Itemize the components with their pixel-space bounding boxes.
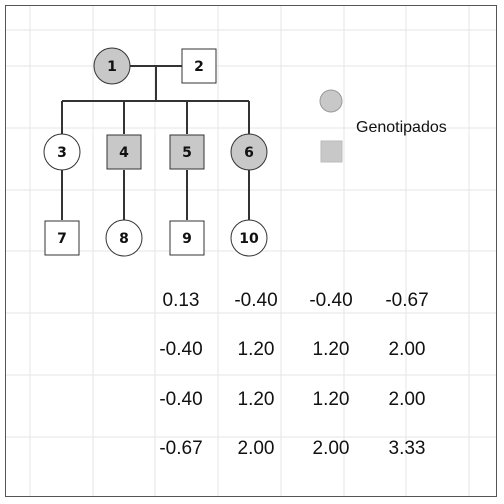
- individual-5-label: 5: [182, 145, 192, 161]
- individual-3: 3: [43, 133, 81, 171]
- matrix-cell-r2-c4: 2.00: [388, 339, 426, 360]
- legend-circle-symbol: [319, 89, 343, 113]
- individual-1-label: 1: [107, 59, 117, 75]
- individual-3-circle: [43, 133, 81, 171]
- matrix-cell-r3-c1: -0.40: [159, 389, 203, 410]
- matrix-cell-r1-c1: 0.13: [162, 290, 200, 311]
- matrix-cell-r3-c3: 1.20: [312, 389, 350, 410]
- legend: [319, 89, 343, 163]
- matrix-cell-r1-c3: -0.40: [309, 290, 353, 311]
- individual-6: 6: [230, 133, 268, 171]
- individual-7-square: [44, 220, 80, 256]
- individual-10: 10: [230, 219, 268, 257]
- legend-label: Genotipados: [356, 119, 447, 136]
- individual-7: 7: [44, 220, 80, 256]
- individual-1-circle: [93, 47, 131, 85]
- individual-6-label: 6: [244, 145, 254, 161]
- figure-frame: [5, 5, 497, 497]
- matrix-cell-r1-c4: -0.67: [385, 290, 429, 311]
- individual-2-label: 2: [194, 59, 204, 75]
- individual-9-square: [169, 220, 205, 256]
- matrix-cell-r2-c2: 1.20: [237, 339, 275, 360]
- matrix-cell-r2-c1: -0.40: [159, 339, 203, 360]
- individual-7-label: 7: [57, 231, 67, 247]
- individual-10-circle: [230, 219, 268, 257]
- individual-9-label: 9: [182, 231, 192, 247]
- matrix-cell-r1-c2: -0.40: [234, 290, 278, 311]
- individual-3-label: 3: [57, 145, 67, 161]
- individual-9: 9: [169, 220, 205, 256]
- individual-2: 2: [181, 48, 217, 84]
- individual-8-circle: [105, 219, 143, 257]
- individual-4-square: [106, 134, 142, 170]
- matrix-cell-r4-c3: 2.00: [312, 438, 350, 459]
- pedigree-nodes: 1 2 3 4 5 6 7 8 9 10: [43, 47, 268, 257]
- matrix-cell-r4-c2: 2.00: [237, 438, 275, 459]
- matrix-cell-r2-c3: 1.20: [312, 339, 350, 360]
- individual-2-square: [181, 48, 217, 84]
- pedigree-lines: [61, 65, 250, 220]
- individual-5-square: [169, 134, 205, 170]
- matrix-cell-r3-c4: 2.00: [388, 389, 426, 410]
- individual-5: 5: [169, 134, 205, 170]
- individual-8: 8: [105, 219, 143, 257]
- matrix-cell-r4-c1: -0.67: [159, 438, 203, 459]
- matrix-cell-r3-c2: 1.20: [237, 389, 275, 410]
- individual-8-label: 8: [119, 231, 129, 247]
- individual-10-label: 10: [239, 231, 259, 247]
- individual-1: 1: [93, 47, 131, 85]
- individual-6-circle: [230, 133, 268, 171]
- individual-4: 4: [106, 134, 142, 170]
- individual-4-label: 4: [119, 145, 129, 161]
- legend-square-symbol: [320, 140, 343, 163]
- matrix-cell-r4-c4: 3.33: [388, 438, 426, 459]
